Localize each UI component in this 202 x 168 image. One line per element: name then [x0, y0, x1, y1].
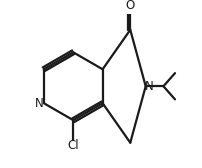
Text: N: N	[145, 80, 154, 93]
Text: Cl: Cl	[67, 139, 79, 152]
Text: O: O	[126, 0, 135, 12]
Text: N: N	[35, 97, 44, 110]
